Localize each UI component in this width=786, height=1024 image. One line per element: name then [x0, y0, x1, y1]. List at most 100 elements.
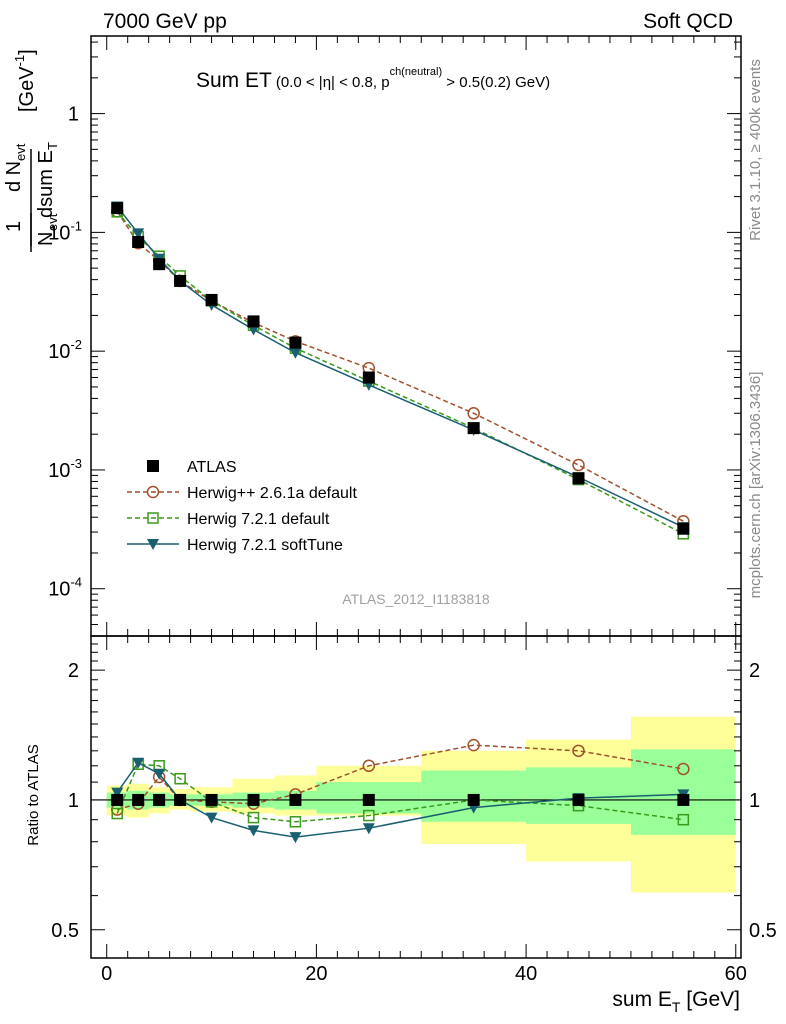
ratio-reference-point — [174, 793, 187, 806]
ratio-reference-point — [153, 793, 166, 806]
ratio-data-point — [363, 809, 375, 822]
main-axes: 110-110-210-310-4 — [48, 35, 742, 637]
x-label-unit: [GeV] — [680, 988, 740, 1011]
ratio-y-tick-label-right: 1 — [749, 790, 760, 812]
ratio-y-tick-label-right: 2 — [749, 660, 760, 682]
y-unit-end: ] — [16, 49, 38, 55]
ratio-data-point — [467, 738, 480, 752]
tick-base: 10 — [48, 460, 70, 482]
ratio-reference-point — [247, 793, 260, 806]
analysis-label: ATLAS_2012_I1183818 — [342, 591, 490, 607]
legend-marker — [147, 539, 159, 550]
main-y-axis-label: [GeV-1] 1 N evt d N evt dsum E T — [3, 49, 60, 252]
legend-label: Herwig 7.2.1 default — [187, 511, 330, 528]
chart-title-cuts: (0.0 < |η| < 0.8, p — [276, 74, 390, 91]
ratio-frame — [90, 635, 742, 959]
ratio-data-point — [111, 807, 123, 820]
ratio-reference-point — [289, 793, 302, 806]
ratio-x-tick-label: 0 — [101, 963, 112, 985]
ratio-data-point — [572, 744, 585, 758]
main-y-axis-formula: 1 N evt d N evt dsum E T — [3, 142, 60, 252]
tick-exponent: -3 — [70, 456, 82, 471]
tick-exponent: -1 — [70, 218, 82, 233]
chart-title-sup: ch(neutral) — [390, 66, 443, 78]
svg-text:evt: evt — [45, 213, 60, 231]
x-label-main: sum E — [612, 988, 672, 1011]
main-data-point — [362, 371, 375, 384]
x-label-sub: T — [672, 999, 681, 1015]
main-data-point — [247, 315, 260, 328]
svg-text:evt: evt — [13, 143, 28, 161]
chart-title: Sum ET (0.0 < |η| < 0.8, pch(neutral) > 0… — [196, 66, 550, 92]
ratio-reference-point — [205, 793, 218, 806]
main-series-line — [116, 206, 684, 528]
ratio-series-line — [116, 763, 684, 823]
main-y-tick-label: 1 — [68, 104, 79, 126]
ratio-data-point — [289, 816, 302, 828]
ratio-data-point — [174, 772, 186, 785]
ratio-data-point — [362, 823, 375, 835]
ratio-data-point — [205, 812, 218, 824]
legend-marker — [146, 485, 160, 499]
main-y-tick-label: 10-2 — [48, 337, 82, 363]
ratio-series — [110, 738, 690, 844]
svg-text:N: N — [35, 232, 57, 246]
svg-text:dsum E: dsum E — [35, 150, 57, 218]
main-y-axis-label-unit: [GeV-1] — [12, 49, 38, 112]
tick-base: 10 — [48, 222, 70, 244]
main-data-point — [467, 407, 480, 420]
main-y-tick-label: 10-3 — [48, 456, 82, 482]
ratio-y-tick-label-right: 0.5 — [749, 920, 777, 942]
legend-marker — [147, 512, 159, 524]
main-data-point — [289, 347, 302, 359]
main-data-point — [572, 472, 585, 485]
main-data-point — [132, 228, 145, 240]
ratio-y-tick-label: 0.5 — [51, 920, 79, 942]
ratio-reference-point — [467, 793, 480, 806]
ratio-data-point — [677, 762, 690, 776]
ratio-reference-point — [572, 793, 585, 806]
main-data-point — [111, 202, 124, 215]
main-y-tick-label: 10-1 — [48, 218, 82, 244]
ratio-data-point — [247, 811, 260, 824]
ratio-x-tick-label: 60 — [725, 963, 747, 985]
ratio-data-point — [153, 768, 166, 780]
chart-title-main: Sum ET — [196, 69, 272, 92]
ratio-data-point — [132, 757, 145, 769]
ratio-data-point — [362, 759, 376, 773]
ratio-y-tick-label: 1 — [68, 790, 79, 812]
ratio-bands — [106, 716, 736, 893]
ratio-data-point — [677, 813, 690, 826]
ratio-y-tick-label: 2 — [68, 660, 79, 682]
energy-label: 7000 GeV pp — [103, 10, 227, 33]
chart-title-cuts-end: > 0.5(0.2) GeV) — [442, 74, 550, 91]
svg-text:T: T — [45, 142, 60, 150]
main-data-point — [289, 336, 302, 349]
x-axis-label: sum ET [GeV] — [612, 988, 740, 1015]
main-data-point — [205, 293, 218, 306]
tick-base: 10 — [48, 341, 70, 363]
tick-exponent: -2 — [70, 337, 82, 352]
tick-base: 10 — [48, 579, 70, 601]
ratio-reference-point — [111, 793, 124, 806]
main-data-point — [572, 458, 585, 472]
legend: ATLAS Herwig++ 2.6.1a default Herwig 7.2.1… — [127, 459, 357, 554]
main-data-point — [467, 422, 480, 435]
main-series — [110, 201, 690, 540]
ratio-x-tick-label: 20 — [305, 963, 327, 985]
process-label: Soft QCD — [643, 10, 733, 33]
ratio-data-point — [289, 832, 302, 844]
rivet-label: Rivet 3.1.10, ≥ 400k events — [747, 59, 764, 241]
ratio-y-axis-label: Ratio to ATLAS — [25, 744, 42, 845]
ratio-reference-point — [362, 793, 375, 806]
source-label: mcplots.cern.ch [arXiv:1306.3436] — [747, 372, 764, 599]
legend-label: ATLAS — [187, 459, 237, 476]
tick-exponent: -4 — [70, 575, 82, 590]
ratio-reference-point — [132, 793, 145, 806]
y-unit-main: [GeV — [16, 66, 38, 112]
main-data-point — [677, 522, 690, 535]
main-y-tick-label: 10-4 — [48, 575, 82, 601]
main-data-point — [174, 274, 187, 287]
main-data-point — [132, 235, 145, 248]
